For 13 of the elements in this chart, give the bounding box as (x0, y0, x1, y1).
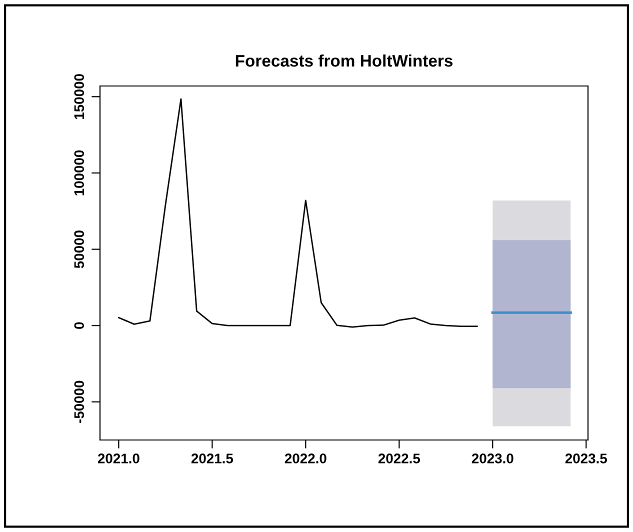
x-tick-label: 2021.5 (191, 454, 234, 464)
y-tick-label: -50000 (74, 380, 84, 423)
y-tick-label: 50000 (74, 230, 84, 268)
x-tick-label: 2023.5 (565, 454, 607, 464)
x-tick-label: 2022.5 (378, 454, 420, 464)
y-tick-label: 0 (74, 322, 84, 329)
line-series (118, 98, 478, 328)
chart-title: Forecasts from HoltWinters (236, 54, 453, 67)
x-tick-label: 2021.0 (98, 454, 140, 464)
x-tick-label: 2022.0 (284, 454, 326, 464)
y-tick-label: 150000 (74, 74, 84, 119)
y-tick-label: 100000 (74, 150, 84, 196)
x-tick-label: 2023.0 (472, 454, 514, 464)
